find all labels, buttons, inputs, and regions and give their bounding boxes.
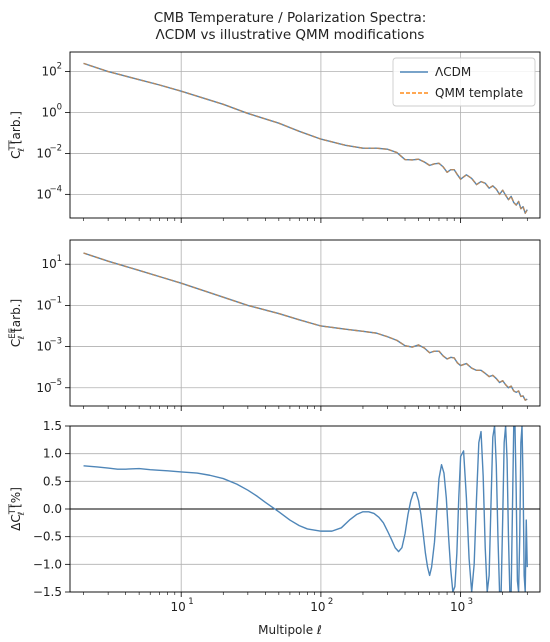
diff-y-tick-label: −0.5: [33, 530, 62, 544]
tt-y-axis-label-part: TT: [8, 139, 18, 151]
ee-y-tick-exponent: −3: [49, 337, 62, 347]
tt-y-axis-label-part: ℓ: [17, 148, 27, 153]
ee-y-tick-exponent: −1: [49, 295, 62, 305]
diff-y-axis-label: ΔCTTℓ [%]: [8, 487, 27, 531]
chart-title-line-1: CMB Temperature / Polarization Spectra:: [154, 10, 427, 26]
diff-y-axis-label-part: TT: [8, 503, 18, 515]
ee-y-tick-label: 10: [36, 381, 51, 395]
ee-y-axis-label-part: EE: [8, 328, 18, 339]
diff-y-axis-label-part: ΔC: [9, 514, 23, 531]
diff-y-tick-label: 0.0: [43, 502, 62, 516]
ee-y-axis-label-part: ℓ: [17, 336, 27, 341]
tt-axes-frame: [69, 51, 541, 219]
x-tick-label: 10: [171, 600, 186, 614]
x-tick-exponent: 2: [328, 597, 333, 607]
tt-y-tick-exponent: −4: [49, 184, 62, 194]
diff-y-axis-label-part: [%]: [9, 487, 23, 512]
ee-y-tick-exponent: −5: [49, 378, 62, 388]
tt-y-tick-exponent: 2: [57, 62, 62, 72]
tt-y-tick-label: 10: [36, 146, 51, 160]
diff-y-axis-label-part: ℓ: [17, 512, 27, 517]
ee-y-tick-label: 10: [42, 257, 57, 271]
ee-y-axis-label: CEEℓ [arb.]: [8, 299, 27, 347]
ee-y-axis-label-part: C: [9, 339, 23, 347]
x-tick-exponent: 3: [468, 597, 473, 607]
diff-y-tick-label: 1.5: [43, 419, 62, 433]
tt-y-tick-exponent: 0: [57, 102, 62, 112]
tt-y-tick-label: 10: [42, 65, 57, 79]
ee-axes-frame: [69, 239, 541, 407]
diff-y-tick-label: −1.0: [33, 557, 62, 571]
ee-y-axis-label-part: [arb.]: [9, 299, 23, 336]
x-axis-label: Multipole ℓ: [258, 623, 322, 637]
tt-y-tick-exponent: −2: [49, 143, 62, 153]
diff-panel: 1.5 1.0 0.5 0.0 −0.5 −1.0 −1.5 ΔCTTℓ [%]: [8, 419, 541, 599]
diff-y-tick-label: −1.5: [33, 585, 62, 599]
tt-y-axis-label: CTTℓ [arb.]: [8, 111, 27, 159]
legend-label-lcdm: ΛCDM: [435, 65, 471, 79]
x-tick-label: 10: [310, 600, 325, 614]
tt-y-tick-label: 10: [36, 187, 51, 201]
diff-series-lcdm-line: [83, 426, 528, 592]
tt-y-axis-label-part: [arb.]: [9, 111, 23, 148]
ee-y-tick-exponent: 1: [57, 254, 62, 264]
legend: ΛCDM QMM template: [392, 57, 536, 107]
ee-y-tick-label: 10: [36, 298, 51, 312]
x-tick-label: 10: [450, 600, 465, 614]
x-tick-exponent: 1: [188, 597, 193, 607]
chart-title-line-2: ΛCDM vs illustrative QMM modifications: [156, 27, 425, 43]
tt-y-axis-label-part: C: [9, 151, 23, 159]
ee-series-qmm-line: [83, 252, 528, 401]
legend-label-qmm: QMM template: [435, 86, 523, 100]
tt-y-tick-label: 10: [42, 105, 57, 119]
diff-y-tick-label: 1.0: [43, 447, 62, 461]
diff-y-tick-label: 0.5: [43, 474, 62, 488]
tt-series-qmm-line: [83, 62, 528, 214]
ee-y-tick-label: 10: [36, 340, 51, 354]
legend-box: [392, 57, 536, 107]
